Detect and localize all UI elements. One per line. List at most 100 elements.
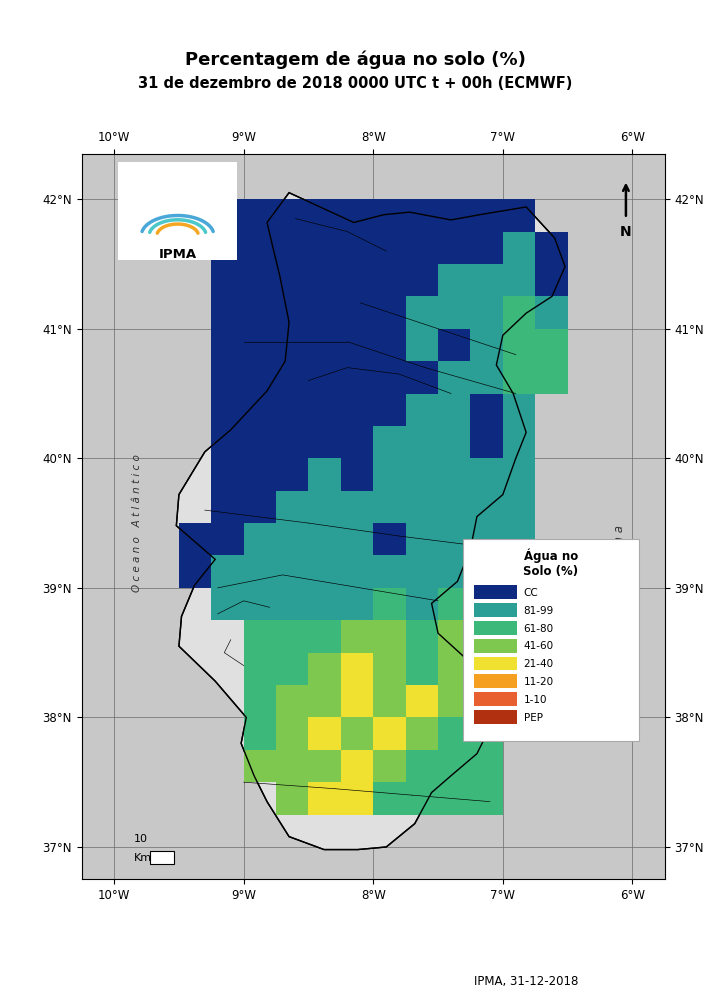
Bar [211,523,244,555]
Bar [309,652,341,685]
Bar [244,393,276,426]
Bar [406,652,438,685]
Bar [309,426,341,459]
Bar [373,200,406,232]
Bar [341,491,373,523]
Bar [503,232,535,264]
Bar [244,329,276,361]
Bar [406,264,438,296]
Bar [244,588,276,620]
Bar [211,264,244,296]
Bar [244,361,276,393]
Bar [438,718,471,750]
Bar [438,588,471,620]
Bar [309,491,341,523]
Text: 10: 10 [134,835,148,845]
Bar [503,264,535,296]
Bar [471,588,503,620]
Bar [503,685,535,718]
Text: IPMA: IPMA [159,248,197,261]
Bar [211,361,244,393]
Text: Água no
Solo (%): Água no Solo (%) [523,549,578,579]
Bar [244,523,276,555]
Bar [276,685,309,718]
Bar [309,361,341,393]
Bar [503,200,535,232]
Bar [309,588,341,620]
Bar [244,232,276,264]
Bar [438,491,471,523]
Bar [373,361,406,393]
Bar [471,393,503,426]
Bar [341,718,373,750]
Bar [471,426,503,459]
Bar [373,296,406,329]
Bar [471,329,503,361]
Bar [309,620,341,652]
Bar [309,232,341,264]
Bar [474,603,517,617]
Bar [276,426,309,459]
Bar [471,200,503,232]
Bar [309,200,341,232]
Bar [244,685,276,718]
Bar [406,459,438,491]
Bar [471,459,503,491]
Bar [373,718,406,750]
Bar [406,200,438,232]
Bar [474,692,517,706]
Bar [309,782,341,814]
Bar [276,232,309,264]
Bar [341,459,373,491]
Bar [406,685,438,718]
Bar [474,710,517,724]
Bar [309,296,341,329]
Bar [373,555,406,588]
Bar [211,588,244,620]
Bar [373,393,406,426]
Bar [244,555,276,588]
Bar [438,750,471,782]
Text: 81-99: 81-99 [523,606,554,616]
Bar [211,393,244,426]
Bar [309,329,341,361]
Bar [244,750,276,782]
Bar [244,620,276,652]
Bar [471,264,503,296]
Bar [211,491,244,523]
Bar [503,329,535,361]
Bar [373,620,406,652]
Text: IPMA, 31-12-2018: IPMA, 31-12-2018 [474,975,578,988]
Bar [309,264,341,296]
Bar [503,652,535,685]
Text: 31 de dezembro de 2018 0000 UTC t + 00h (ECMWF): 31 de dezembro de 2018 0000 UTC t + 00h … [139,76,572,91]
Bar [276,750,309,782]
Bar [309,523,341,555]
Bar [211,329,244,361]
Bar [179,555,211,588]
Bar [406,523,438,555]
Text: Km: Km [134,853,151,863]
Bar [244,491,276,523]
Text: 11-20: 11-20 [523,677,554,686]
Text: O c e a n o   A t l â n t i c o: O c e a n o A t l â n t i c o [132,455,142,592]
Bar [406,588,438,620]
Bar [471,296,503,329]
Bar [244,459,276,491]
Bar [406,750,438,782]
Bar [373,685,406,718]
Bar [438,296,471,329]
Bar [373,750,406,782]
Text: N: N [620,225,632,239]
Bar [535,296,567,329]
Bar [503,491,535,523]
Bar [471,523,503,555]
Bar [438,782,471,814]
Bar [276,361,309,393]
FancyBboxPatch shape [463,538,639,741]
Bar [471,361,503,393]
Bar [471,750,503,782]
Bar [244,296,276,329]
Bar [474,656,517,670]
Bar [244,718,276,750]
